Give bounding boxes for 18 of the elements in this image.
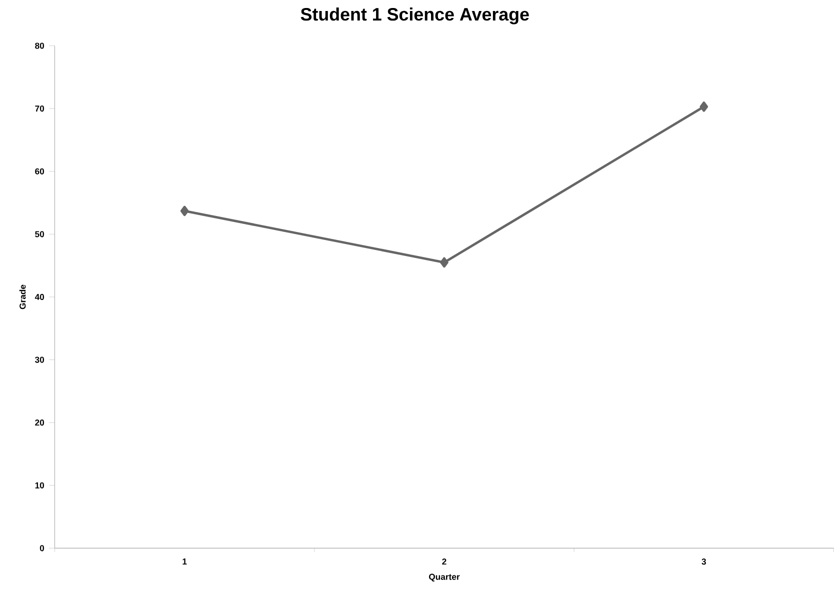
point [700, 102, 708, 112]
chart-title: Student 1 Science Average [300, 8, 529, 24]
y-axis-title: Grade [19, 284, 26, 310]
point [440, 257, 448, 268]
y-tick-label: 0 [40, 545, 44, 552]
x-tick-label: 3 [702, 558, 706, 565]
y-tick-label: 40 [34, 294, 44, 300]
x-axis-title: Quarter [429, 574, 460, 582]
y-tick-label: 50 [35, 231, 44, 238]
point [180, 206, 189, 216]
x-tick-label: 1 [182, 558, 187, 565]
y-tick-label: 70 [35, 106, 44, 112]
y-tick-label: 60 [35, 168, 44, 174]
x-tick-label: 2 [442, 558, 446, 565]
y-tick-label: 10 [35, 482, 44, 488]
y-tick-label: 30 [34, 356, 44, 363]
y-tick-label: 20 [35, 420, 44, 426]
y-tick-label: 80 [35, 42, 44, 49]
